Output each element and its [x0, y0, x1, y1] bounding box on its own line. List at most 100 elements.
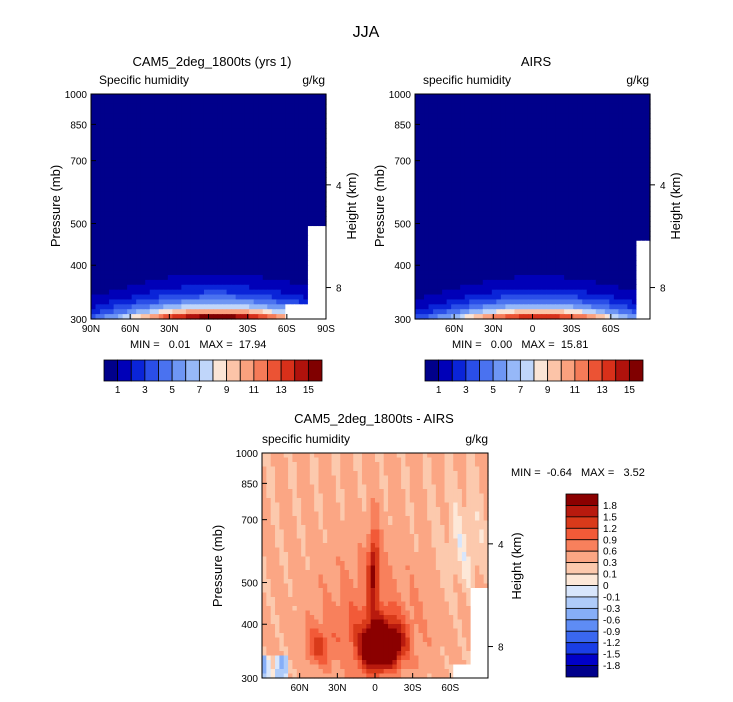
contour-cell — [267, 167, 273, 173]
contour-cell — [591, 94, 597, 100]
contour-cell — [95, 230, 101, 237]
contour-cell — [618, 191, 624, 198]
contour-cell — [437, 162, 443, 168]
contour-cell — [591, 279, 597, 286]
contour-cell — [415, 274, 421, 281]
contour-cell — [640, 152, 647, 159]
contour-cell — [591, 98, 597, 105]
contour-cell — [127, 299, 133, 305]
contour-cell — [145, 265, 151, 271]
contour-cell — [527, 182, 534, 188]
contour-cell — [158, 294, 164, 301]
contour-cell — [118, 289, 124, 296]
contour-cell — [546, 94, 552, 100]
contour-cell — [469, 279, 475, 286]
contour-cell — [267, 162, 273, 168]
contour-cell — [564, 98, 570, 105]
contour-cell — [546, 226, 552, 232]
contour-cell — [149, 304, 155, 310]
contour-cell — [622, 265, 628, 271]
contour-cell — [532, 157, 538, 164]
contour-cell — [276, 284, 282, 291]
contour-cell — [622, 211, 628, 217]
contour-cell — [518, 299, 525, 305]
x-tick-label: 30S — [239, 324, 257, 335]
contour-cell — [240, 255, 246, 261]
contour-cell — [167, 108, 173, 115]
contour-cell — [631, 294, 638, 301]
contour-cell — [131, 201, 137, 208]
contour-cell — [532, 94, 538, 100]
contour-cell — [532, 250, 538, 257]
contour-cell — [559, 260, 565, 266]
contour-cell — [321, 123, 327, 129]
contour-cell — [271, 260, 277, 266]
contour-cell — [451, 240, 457, 247]
contour-cell — [131, 152, 137, 159]
contour-cell — [199, 118, 205, 124]
contour-cell — [194, 172, 201, 178]
contour-cell — [104, 186, 110, 193]
contour-cell — [149, 279, 155, 286]
contour-cell — [244, 113, 250, 120]
contour-cell — [235, 230, 241, 237]
contour-cell — [208, 221, 214, 227]
contour-cell — [451, 245, 457, 252]
contour-cell — [419, 270, 425, 276]
contour-cell — [222, 98, 228, 105]
contour-cell — [176, 216, 182, 222]
contour-cell — [122, 255, 128, 261]
contour-cell — [203, 230, 210, 237]
contour-cell — [424, 245, 430, 252]
contour-cell — [271, 299, 277, 305]
contour-cell — [366, 457, 372, 463]
contour-cell — [321, 98, 327, 105]
contour-cell — [181, 103, 187, 110]
contour-cell — [145, 206, 151, 212]
contour-cell — [424, 294, 430, 301]
contour-cell — [113, 314, 119, 320]
contour-cell — [122, 206, 128, 212]
contour-cell — [491, 157, 497, 164]
contour-cell — [591, 299, 597, 305]
contour-cell — [518, 284, 525, 291]
contour-cell — [437, 255, 443, 261]
contour-cell — [618, 294, 624, 301]
contour-cell — [136, 216, 142, 222]
contour-cell — [244, 196, 250, 203]
contour-cell — [523, 270, 529, 276]
contour-cell — [91, 289, 97, 296]
contour-cell — [591, 230, 597, 237]
contour-cell — [636, 240, 642, 247]
contour-cell — [442, 260, 448, 266]
contour-cell — [91, 309, 97, 315]
contour-cell — [586, 167, 592, 173]
contour-cell — [460, 260, 466, 266]
y-tick-label: 1000 — [65, 90, 88, 101]
contour-cell — [555, 226, 561, 232]
contour-cell — [294, 138, 300, 144]
contour-cell — [154, 245, 160, 252]
contour-cell — [631, 240, 638, 247]
contour-cell — [636, 142, 642, 149]
contour-cell — [613, 235, 619, 242]
contour-cell — [600, 172, 606, 178]
colorbar-swatch — [615, 359, 630, 382]
contour-cell — [222, 226, 228, 232]
contour-cell — [496, 230, 502, 237]
contour-cell — [527, 128, 534, 134]
contour-cell — [104, 108, 110, 115]
contour-cell — [249, 211, 255, 217]
contour-cell — [568, 162, 574, 168]
contour-cell — [312, 167, 318, 173]
contour-cell — [464, 133, 470, 139]
contour-cell — [564, 138, 570, 144]
contour-cell — [131, 299, 137, 305]
contour-cell — [388, 453, 393, 459]
contour-cell — [113, 304, 119, 310]
contour-cell — [366, 453, 372, 459]
contour-cell — [437, 235, 443, 242]
contour-cell — [276, 304, 282, 310]
contour-cell — [95, 147, 101, 154]
contour-cell — [631, 279, 638, 286]
